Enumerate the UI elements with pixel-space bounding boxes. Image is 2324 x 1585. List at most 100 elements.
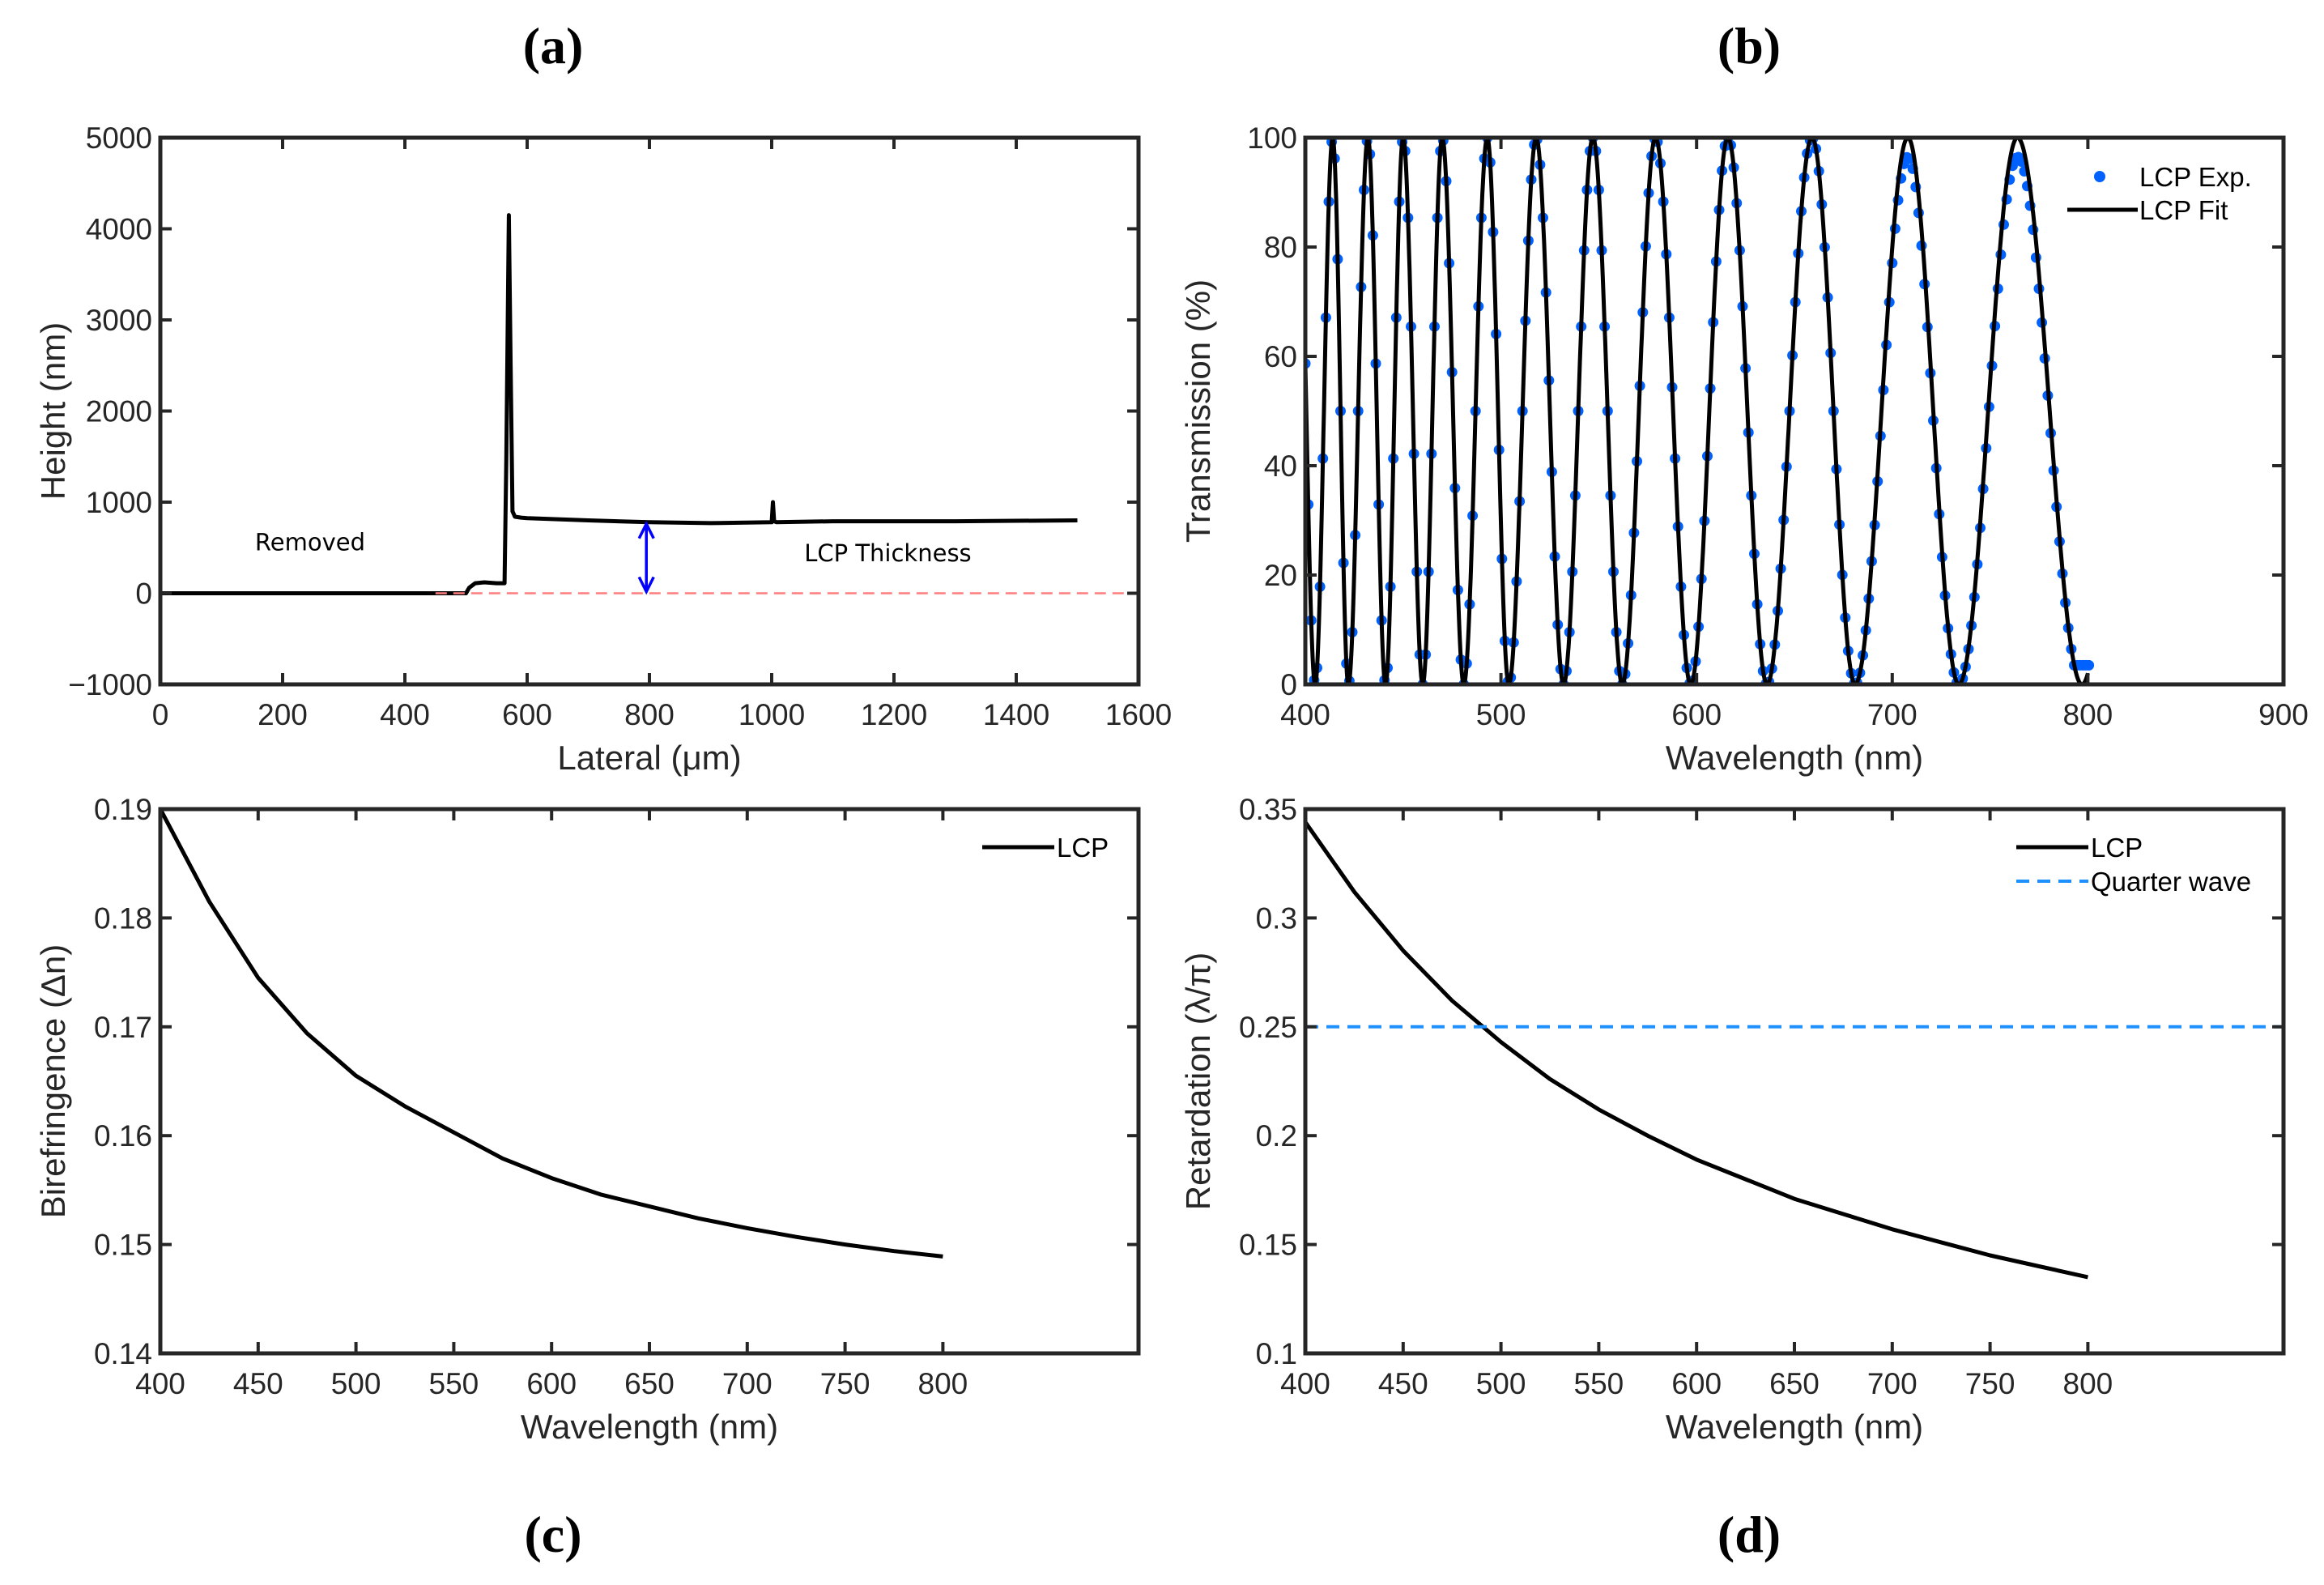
- x-tick-label: 600: [526, 1367, 577, 1400]
- x-tick-label: 650: [1769, 1367, 1820, 1400]
- y-tick-label: 40: [1264, 450, 1297, 483]
- x-tick-label: 550: [1574, 1367, 1624, 1400]
- series-line-lcp: [160, 809, 943, 1259]
- x-tick-label: 500: [1476, 698, 1526, 731]
- x-tick-label: 500: [331, 1367, 381, 1400]
- panel-label-c: (c): [524, 1506, 581, 1563]
- panel-label-a: (a): [523, 17, 584, 75]
- x-tick-label: 400: [1280, 1367, 1330, 1400]
- x-axis-label: Lateral (μm): [557, 739, 741, 777]
- chart-a: 0 200 400 600 800 1000 1200 1400 1600−1000010002…: [34, 121, 1172, 777]
- y-tick-label: 0.17: [94, 1011, 152, 1044]
- y-tick-label: 0.35: [1239, 793, 1297, 826]
- x-axis-label: Wavelength (nm): [1666, 739, 1923, 777]
- arrow-head-up: [637, 520, 655, 539]
- y-axis-label: Transmission (%): [1179, 279, 1217, 543]
- panel-label-b: (b): [1717, 17, 1781, 75]
- legend-label: LCP Exp.: [2139, 162, 2252, 192]
- y-tick-label: 60: [1264, 340, 1297, 373]
- y-tick-label: 0.1: [1256, 1337, 1297, 1370]
- x-tick-label: 600: [1671, 698, 1722, 731]
- arrow-head-down: [637, 576, 655, 595]
- plot-area: [1305, 138, 2095, 684]
- axes-frame: [1303, 135, 2286, 687]
- x-tick-label: 800: [918, 1367, 968, 1400]
- x-tick-label: 700: [722, 1367, 773, 1400]
- y-tick-label: 1000: [86, 486, 152, 519]
- x-tick-label: 400: [380, 698, 430, 731]
- y-tick-label: 0.16: [94, 1119, 152, 1153]
- x-tick-label: 650: [624, 1367, 675, 1400]
- x-tick-label: 1600: [1105, 698, 1172, 731]
- x-axis-label: Wavelength (nm): [521, 1408, 778, 1446]
- y-tick-label: 5000: [86, 121, 152, 155]
- legend: LCP Quarter wave: [2016, 833, 2251, 897]
- y-tick-label: 3000: [86, 304, 152, 337]
- series-line: [160, 213, 1078, 595]
- x-tick-label: 750: [820, 1367, 870, 1400]
- chart-b: 400 500 600 700 800 900 0 20 40 60 80 100 Wavelength…: [1179, 121, 2309, 777]
- legend: LCP Exp.LCP Fit: [2067, 162, 2252, 225]
- y-axis-label: Retardation (λ/π): [1179, 952, 1217, 1210]
- x-tick-label: 700: [1867, 698, 1918, 731]
- legend-label: LCP: [1057, 833, 1109, 863]
- x-axis-label: Wavelength (nm): [1666, 1408, 1923, 1446]
- y-axis-label: Height (nm): [34, 322, 72, 500]
- x-tick-label: 200: [258, 698, 308, 731]
- y-tick-label: 2000: [86, 395, 152, 428]
- y-tick-label: 0.15: [1239, 1229, 1297, 1262]
- legend-label: Quarter wave: [2091, 867, 2251, 897]
- y-tick-label: 0.18: [94, 901, 152, 935]
- x-tick-label: 800: [2063, 698, 2113, 731]
- x-tick-label: 450: [1378, 1367, 1428, 1400]
- y-tick-label: 4000: [86, 213, 152, 246]
- x-tick-label: 800: [624, 698, 675, 731]
- plot-area: [160, 809, 943, 1259]
- x-tick-label: 600: [502, 698, 552, 731]
- y-tick-label: 0: [1280, 668, 1297, 701]
- x-tick-label: 750: [1965, 1367, 2015, 1400]
- y-tick-label: 0.19: [94, 793, 152, 826]
- axes-frame: [158, 807, 1141, 1356]
- y-tick-label: −1000: [68, 668, 152, 701]
- annotation-lcp-thickness: LCP Thickness: [804, 539, 971, 567]
- x-tick-label: 0: [152, 698, 169, 731]
- x-tick-label: 450: [233, 1367, 283, 1400]
- y-tick-label: 0.15: [94, 1229, 152, 1262]
- series-line-lcp-fit: [1305, 138, 2090, 684]
- y-tick-label: 0.14: [94, 1337, 152, 1370]
- annotation-removed: Removed: [255, 529, 365, 556]
- x-tick-label: 1400: [983, 698, 1049, 731]
- legend-label: LCP Fit: [2139, 195, 2228, 225]
- exp-point: [2084, 659, 2095, 671]
- plot-area: [160, 213, 1139, 595]
- x-tick-label: 700: [1867, 1367, 1918, 1400]
- y-tick-label: 0.25: [1239, 1011, 1297, 1044]
- series-line-lcp: [1305, 820, 2088, 1280]
- chart-d: 400 450 500 550 600 650 700 750 800 0.1 0.15 0.2 0.2…: [1179, 793, 2286, 1446]
- x-tick-label: 900: [2258, 698, 2309, 731]
- x-tick-label: 400: [135, 1367, 185, 1400]
- y-tick-label: 100: [1247, 121, 1297, 155]
- legend: LCP: [982, 833, 1109, 863]
- y-tick-label: 0.3: [1256, 901, 1297, 935]
- y-tick-label: 80: [1264, 231, 1297, 264]
- legend-label: LCP: [2091, 833, 2143, 863]
- panel-label-d: (d): [1717, 1506, 1781, 1563]
- y-tick-label: 0.2: [1256, 1119, 1297, 1153]
- axes-frame: [1303, 807, 2286, 1356]
- legend-marker-dot: [2094, 171, 2105, 182]
- y-axis-label: Birefringence (Δn): [34, 944, 72, 1219]
- axes-frame: [158, 135, 1141, 687]
- y-tick-label: 0: [135, 577, 152, 611]
- y-tick-label: 20: [1264, 559, 1297, 592]
- x-tick-label: 800: [2063, 1367, 2113, 1400]
- x-tick-label: 1000: [738, 698, 805, 731]
- x-tick-label: 400: [1280, 698, 1330, 731]
- x-tick-label: 550: [429, 1367, 479, 1400]
- x-tick-label: 600: [1671, 1367, 1722, 1400]
- chart-c: 400 450 500 550 600 650 700 750 800 0.14 0.15 0.16 0…: [34, 793, 1141, 1446]
- x-tick-label: 1200: [861, 698, 927, 731]
- x-tick-label: 500: [1476, 1367, 1526, 1400]
